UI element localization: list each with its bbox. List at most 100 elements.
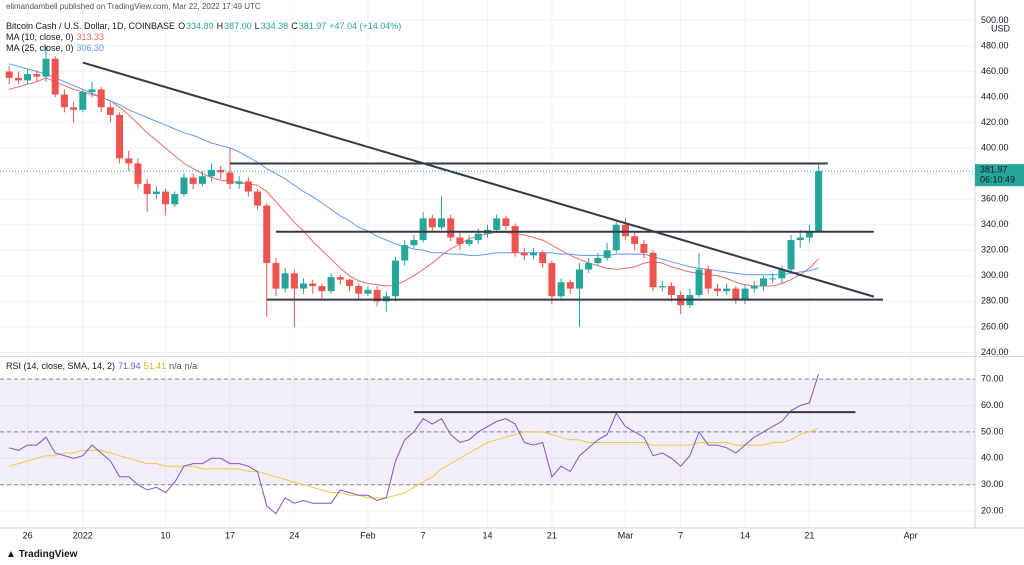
- x-tick-label: Apr: [904, 530, 918, 540]
- candle-body: [713, 288, 721, 292]
- candle-body: [566, 282, 574, 289]
- candle-body: [640, 243, 648, 253]
- candle-body: [769, 278, 777, 280]
- candle-body: [465, 240, 473, 244]
- y-tick-label: 500.00: [981, 15, 1009, 25]
- y-tick-label: 360.00: [981, 194, 1009, 204]
- y-tick-label: 260.00: [981, 321, 1009, 331]
- legend-name: MA (25, close, 0): [6, 43, 74, 53]
- candle-body: [51, 58, 59, 95]
- candle-body: [281, 273, 289, 289]
- change: +47.04 (+14.04%): [329, 21, 402, 31]
- candle-body: [585, 263, 593, 270]
- candle-body: [419, 218, 427, 241]
- candle-body: [392, 260, 400, 297]
- candle-body: [493, 218, 501, 230]
- candle-body: [603, 250, 611, 258]
- legend-name: RSI (14, close, SMA, 14, 2): [6, 361, 116, 371]
- y-tick-label: 400.00: [981, 143, 1009, 153]
- ohlc-value: 334.38: [260, 21, 289, 31]
- symbol-row: Bitcoin Cash / U.S. Dollar, 1D, COINBASE…: [6, 21, 404, 31]
- legend-value: 71.94: [118, 361, 141, 371]
- legend-value: 313.33: [76, 32, 105, 42]
- candle-body: [355, 286, 363, 294]
- candle-body: [401, 245, 409, 261]
- candle-body: [723, 288, 731, 292]
- y-tick-label: 440.00: [981, 91, 1009, 101]
- candle-body: [815, 171, 823, 232]
- x-tick-label: 7: [421, 530, 426, 540]
- candle-body: [373, 289, 381, 302]
- candle-body: [759, 278, 767, 287]
- y-tick-label: 70.00: [981, 373, 1004, 383]
- candle-body: [336, 277, 344, 280]
- candle-body: [263, 205, 271, 264]
- candle-body: [456, 237, 464, 244]
- candle-body: [741, 288, 749, 301]
- price-tag-label: 381.97: [980, 165, 1008, 175]
- candle-body: [631, 236, 639, 244]
- publisher: elimandambell published on TradingView.c…: [6, 2, 261, 11]
- brand: ▲ TradingView: [6, 549, 78, 560]
- candle-body: [217, 169, 225, 173]
- candle-body: [208, 169, 216, 177]
- candle-body: [226, 172, 234, 184]
- ohlc-value: 387.00: [224, 21, 252, 31]
- candle-body: [33, 74, 41, 77]
- x-tick-label: 24: [289, 530, 299, 540]
- candle-body: [318, 286, 326, 292]
- candle-body: [667, 286, 675, 295]
- candle-body: [621, 224, 629, 237]
- candle-body: [410, 240, 418, 246]
- candle-body: [502, 218, 510, 227]
- candle-body: [290, 273, 298, 289]
- x-tick-label: 21: [547, 530, 557, 540]
- candle-body: [116, 114, 124, 159]
- x-tick-label: Mar: [618, 530, 634, 540]
- candle-body: [24, 74, 32, 81]
- y-tick-label: 420.00: [981, 117, 1009, 127]
- candle-body: [180, 177, 188, 195]
- candle-body: [364, 289, 372, 294]
- candle-body: [300, 283, 308, 289]
- legend-name: MA (10, close, 0): [6, 32, 74, 42]
- candle-body: [272, 263, 280, 289]
- candle-body: [732, 288, 740, 301]
- candle-body: [235, 181, 243, 184]
- y-tick-label: 50.00: [981, 426, 1004, 436]
- y-tick-label: 480.00: [981, 40, 1009, 50]
- y-tick-label: 60.00: [981, 400, 1004, 410]
- candle-body: [143, 183, 151, 195]
- candle-body: [60, 94, 68, 108]
- x-tick-label: Feb: [360, 530, 376, 540]
- y-tick-label: 40.00: [981, 453, 1004, 463]
- price-tag: [975, 164, 1024, 187]
- ohlc-key: L: [254, 21, 260, 31]
- x-tick-label: 21: [804, 530, 814, 540]
- candle-body: [42, 58, 50, 77]
- legend-value: n/a: [169, 361, 182, 371]
- y-tick-label: 300.00: [981, 270, 1009, 280]
- legend-value: 306.30: [76, 43, 105, 53]
- candle-body: [778, 269, 786, 279]
- ohlc-value: 381.97: [298, 21, 327, 31]
- x-tick-label: 26: [23, 530, 33, 540]
- candle-body: [612, 224, 620, 251]
- candle-body: [346, 279, 354, 287]
- y-tick-label: 320.00: [981, 245, 1009, 255]
- candle-body: [787, 240, 795, 270]
- candle-body: [594, 257, 602, 264]
- y-tick-label: 20.00: [981, 505, 1004, 515]
- rsi-line: [9, 373, 820, 515]
- brand-text: TradingView: [18, 549, 78, 560]
- candle-body: [171, 194, 179, 205]
- candle-body: [244, 181, 252, 192]
- countdown-label: 06:10:49: [980, 175, 1015, 185]
- ma-line: [9, 63, 819, 276]
- candle-body: [79, 91, 87, 110]
- y-tick-label: 30.00: [981, 479, 1004, 489]
- ma25-legend: MA (25, close, 0) 306.30: [6, 43, 107, 53]
- y-tick-label: 340.00: [981, 219, 1009, 229]
